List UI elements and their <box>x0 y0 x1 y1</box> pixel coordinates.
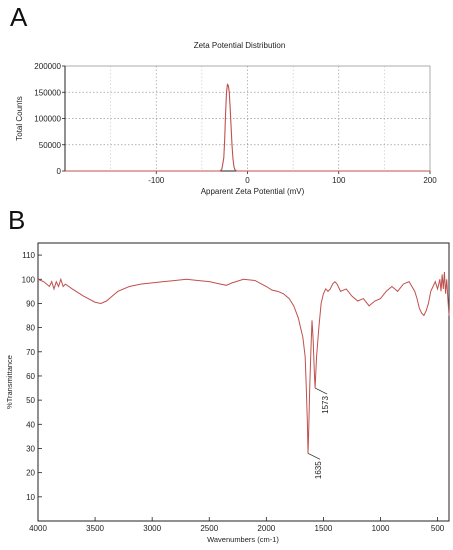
chart-b-ytick-label-3: 40 <box>26 420 35 429</box>
chart-a-ytick-label-2: 100000 <box>34 115 61 124</box>
chart-b-ytick-label-7: 80 <box>26 324 35 333</box>
chart-a-series-line <box>65 83 430 172</box>
chart-b-ytick-label-1: 20 <box>26 469 35 478</box>
chart-b-xtick-label-3: 2500 <box>200 524 218 533</box>
chart-a-ytick-label-1: 50000 <box>39 141 62 150</box>
chart-a-xtick-label-0: -100 <box>148 176 165 185</box>
chart-a-ylabel: Total Counts <box>15 96 24 140</box>
chart-b-ytick-label-0: 10 <box>26 493 35 502</box>
chart-b-xtick-label-2: 3000 <box>143 524 161 533</box>
chart-b-series-line <box>37 271 450 454</box>
chart-b-xlabel: Wavenumbers (cm-1) <box>207 535 279 544</box>
chart-b-ytick-label-4: 50 <box>26 396 35 405</box>
chart-b-xtick-label-5: 1500 <box>315 524 333 533</box>
chart-b-xtick-label-0: 4000 <box>29 524 47 533</box>
chart-b-annotation-leader-0 <box>307 452 321 460</box>
chart-b-xtick-label-4: 2000 <box>257 524 275 533</box>
chart-b-xtick-label-7: 500 <box>431 524 445 533</box>
chart-a-title: Zeta Potential Distribution <box>194 41 286 50</box>
chart-a-xlabel: Apparent Zeta Potential (mV) <box>201 187 305 196</box>
chart-b-xtick-label-1: 3500 <box>86 524 104 533</box>
chart-a-ytick-label-3: 150000 <box>34 88 61 97</box>
chart-b-ytick-label-5: 60 <box>26 372 35 381</box>
chart-b-ytick-label-10: 110 <box>22 251 35 260</box>
panel-letter-b: B <box>8 205 26 235</box>
chart-a-xtick-label-1: 0 <box>245 176 250 185</box>
chart-b-annotation-label-1: 1573 <box>321 395 330 413</box>
chart-b-ytick-label-2: 30 <box>26 444 35 453</box>
panel-letter-a: A <box>10 2 28 32</box>
chart-a-xtick-label-3: 200 <box>423 176 437 185</box>
chart-b-xtick-label-6: 1000 <box>372 524 390 533</box>
chart-b-ylabel: %Transmittance <box>5 355 14 409</box>
chart-b-annotation-leader-1 <box>314 387 328 395</box>
chart-b-annotation-label-0: 1635 <box>314 461 323 479</box>
chart-b-plot-frame <box>37 242 450 522</box>
chart-a-ytick-label-4: 200000 <box>34 62 61 71</box>
chart-b-ytick-label-6: 70 <box>26 348 35 357</box>
chart-b-ytick-label-9: 100 <box>22 275 36 284</box>
chart-a-ytick-label-0: 0 <box>57 167 62 176</box>
chart-b-ytick-label-8: 90 <box>26 299 35 308</box>
chart-a-xtick-label-2: 100 <box>332 176 346 185</box>
